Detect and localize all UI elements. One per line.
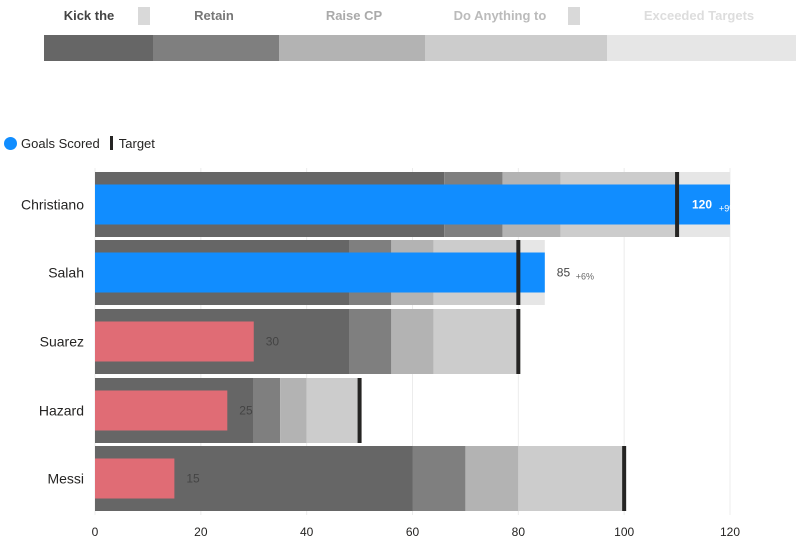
value-label-hazard: 25	[239, 404, 253, 418]
goals-legend-icon	[4, 136, 17, 150]
goals-bar-messi	[95, 458, 175, 499]
goals-bar-christiano	[95, 184, 730, 225]
category-label-messi: Messi	[47, 471, 84, 487]
category-label-salah: Salah	[48, 265, 84, 281]
x-tick-label-80: 80	[512, 525, 526, 539]
band-label-do-anything: Do Anything to	[453, 8, 547, 23]
band-color-raise-cp	[279, 35, 425, 61]
category-label-hazard: Hazard	[39, 403, 84, 419]
x-tick-label-60: 60	[406, 525, 420, 539]
x-tick-label-40: 40	[300, 525, 314, 539]
band-label-exceeded: Exceeded Targets	[643, 8, 755, 23]
target-marker-messi	[622, 446, 627, 511]
band-suarez-3	[433, 309, 519, 374]
value-label-messi: 15	[186, 472, 200, 486]
value-label-suarez: 30	[266, 335, 280, 349]
band-swatch-kick	[138, 7, 150, 25]
band-suarez-1	[349, 309, 392, 374]
x-tick-label-100: 100	[614, 525, 634, 539]
band-label-raise-cp: Raise CP	[325, 8, 383, 23]
legend-goals-label: Goals Scored	[21, 135, 100, 151]
band-label-retain: Retain	[194, 8, 234, 23]
x-tick-label-20: 20	[194, 525, 208, 539]
band-color-kick	[44, 35, 153, 61]
category-label-suarez: Suarez	[40, 334, 84, 350]
goals-bar-salah	[95, 252, 545, 293]
band-hazard-3	[306, 378, 360, 443]
chart-legend: Goals Scored Target	[4, 134, 155, 152]
value-label-salah: 85	[557, 266, 571, 280]
variance-label-christiano: +9%	[719, 204, 737, 214]
target-marker-christiano	[675, 172, 680, 237]
band-suarez-2	[391, 309, 434, 374]
band-swatch-do-anything	[568, 7, 580, 25]
band-color-exceeded	[607, 35, 796, 61]
target-marker-hazard	[357, 378, 362, 443]
band-legend: Kick the Retain Raise CP Do Anything to …	[44, 4, 796, 28]
goals-bar-hazard	[95, 390, 228, 431]
band-color-bar	[44, 35, 796, 61]
category-label-christiano: Christiano	[21, 197, 84, 213]
band-hazard-1	[253, 378, 281, 443]
x-tick-label-120: 120	[720, 525, 740, 539]
goals-bar-suarez	[95, 321, 254, 362]
band-messi-3	[518, 446, 625, 511]
band-messi-1	[412, 446, 466, 511]
target-legend-icon	[109, 136, 113, 150]
band-hazard-2	[280, 378, 307, 443]
value-label-christiano: 120	[692, 198, 712, 212]
target-marker-suarez	[516, 309, 521, 374]
band-label-kick: Kick the	[63, 8, 115, 23]
legend-target-label: Target	[118, 135, 155, 151]
band-color-do-anything	[425, 35, 607, 61]
x-tick-label-0: 0	[92, 525, 99, 539]
band-color-retain	[153, 35, 279, 61]
target-marker-salah	[516, 240, 521, 305]
variance-label-salah: +6%	[576, 272, 594, 282]
band-messi-2	[465, 446, 519, 511]
